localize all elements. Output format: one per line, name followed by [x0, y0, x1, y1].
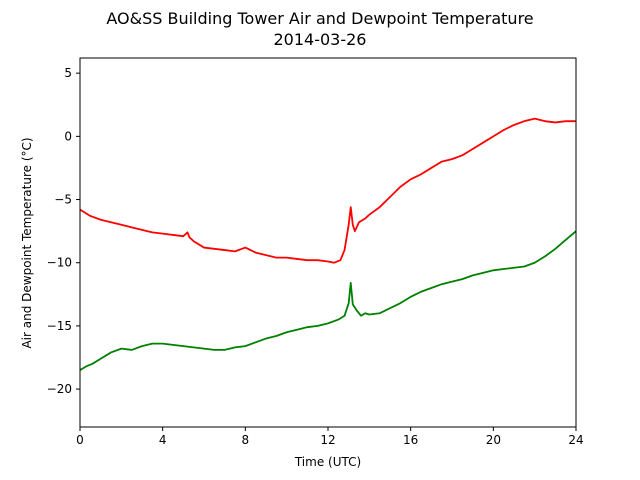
- y-axis-label: Air and Dewpoint Temperature (°C): [20, 137, 34, 348]
- x-tick-label: 4: [159, 433, 167, 447]
- chart-subtitle: 2014-03-26: [274, 30, 367, 49]
- y-tick-label: 0: [64, 129, 72, 143]
- x-tick-label: 12: [320, 433, 335, 447]
- series-layer: [79, 117, 577, 371]
- x-tick-label: 20: [486, 433, 501, 447]
- x-tick-label: 0: [76, 433, 84, 447]
- x-tick-label: 24: [568, 433, 583, 447]
- chart-title: AO&SS Building Tower Air and Dewpoint Te…: [106, 9, 533, 28]
- y-tick-label: −20: [47, 382, 72, 396]
- x-axis-label: Time (UTC): [294, 455, 361, 469]
- plot-area: [80, 58, 576, 427]
- y-tick-label: −10: [47, 256, 72, 270]
- y-tick-label: −5: [54, 193, 72, 207]
- series-line-1: [79, 117, 576, 264]
- series-line-2: [79, 230, 577, 371]
- y-axis-ticks: −20 −15 −10 −5 0 5: [47, 66, 80, 396]
- y-tick-label: −15: [47, 319, 72, 333]
- y-tick-label: 5: [64, 66, 72, 80]
- x-tick-label: 8: [242, 433, 250, 447]
- x-axis-ticks: 0 4 8 12 16 20 24: [76, 427, 584, 447]
- x-tick-label: 16: [403, 433, 418, 447]
